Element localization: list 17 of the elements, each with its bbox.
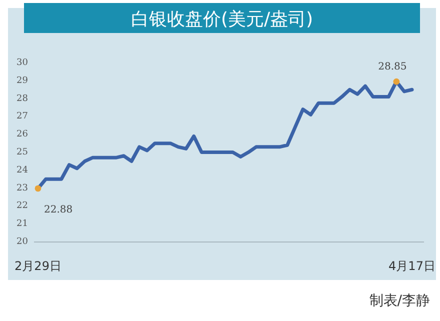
y-tick-label: 23 (16, 183, 28, 194)
y-tick-label: 25 (16, 148, 28, 158)
y-tick-label: 30 (16, 58, 28, 68)
y-tick-label: 26 (16, 130, 28, 140)
x-tick-label: 4月17日 (388, 259, 436, 273)
y-tick-label: 24 (16, 165, 28, 176)
y-tick-label: 29 (16, 76, 28, 86)
y-tick-label: 22 (16, 201, 28, 212)
y-tick-label: 27 (16, 112, 28, 122)
x-tick-label: 2月29日 (14, 259, 62, 273)
text: 制表/李静 (369, 293, 430, 309)
data-label: 28.85 (378, 62, 407, 73)
y-tick-label: 20 (16, 237, 28, 247)
y-tick-label: 28 (16, 94, 28, 104)
chart-title: 白银收盘价(美元/盎司) (130, 9, 314, 30)
data-label: 22.88 (44, 204, 73, 216)
y-tick-label: 21 (16, 219, 28, 230)
